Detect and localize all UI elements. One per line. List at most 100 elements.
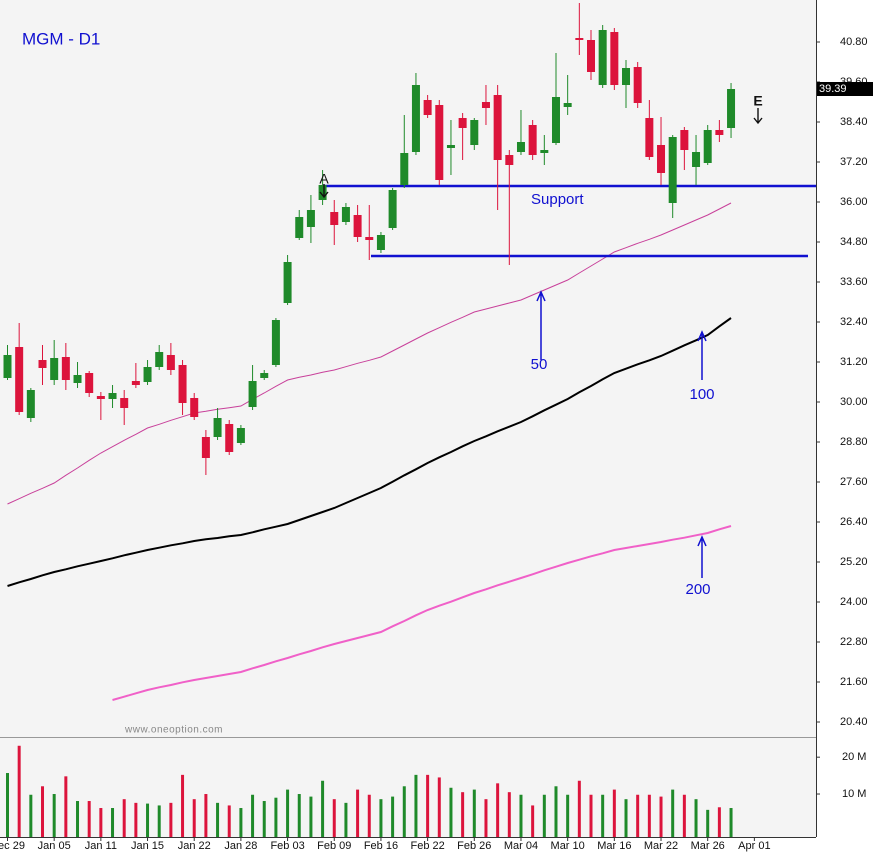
volume-bar [122,799,126,837]
candle-body [143,367,152,382]
y-tick-label: 38.40 [840,116,868,128]
volume-bar [624,799,628,837]
volume-bar [682,794,686,837]
plot-background [0,0,816,837]
candle-body [213,418,222,437]
y-tick-label: 28.80 [840,436,868,448]
candle-body [540,150,549,153]
volume-bar [729,808,733,837]
x-tick-label: Feb 16 [364,840,398,852]
candle-body [400,153,409,185]
y-tick-label: 25.20 [840,556,868,568]
volume-bar [251,794,255,837]
volume-bar [111,808,115,837]
candle-body [516,142,525,152]
ma-label: 200 [685,581,710,598]
volume-bar [146,803,150,837]
candle-body [587,40,595,72]
x-tick-label: Feb 03 [270,840,304,852]
candle-body [703,130,712,163]
candle-body [435,105,444,180]
volume-bar [286,789,290,837]
volume-bar [134,802,138,837]
y-tick-label: 32.40 [840,316,868,328]
candle-body [166,355,175,370]
volume-bar [612,789,616,837]
x-tick-label: Mar 04 [504,840,538,852]
y-tick-label: 24.00 [840,596,868,608]
volume-bar [461,792,465,837]
candle-body [458,118,467,128]
candle-body [61,357,70,380]
volume-bar [379,799,383,837]
candle-body [528,125,537,155]
candle-body [645,118,654,157]
marker-label: E [753,93,762,109]
x-tick-label: Apr 01 [738,840,770,852]
volume-bar [262,801,266,837]
candle-body [155,352,164,367]
volume-bar [531,805,535,837]
candle-body [423,100,432,115]
candle-body [353,215,362,237]
volume-bar [227,805,231,837]
candle-body [201,437,210,458]
volume-bar [589,794,593,837]
volume-bar [274,797,278,837]
candle-body [598,30,607,85]
volume-bar [356,789,360,837]
y-tick-label: 37.20 [840,156,868,168]
candle-body [551,97,560,143]
candle-body [85,373,94,393]
candle-body [248,381,257,407]
candle-body [96,396,105,399]
volume-bar [157,805,161,837]
candle-body [3,355,12,378]
candle-body [563,103,572,107]
candle-body [271,320,280,365]
ma-arrow [697,330,707,380]
volume-bar [297,794,301,837]
candle-body [295,217,304,238]
candle-body [38,360,47,368]
volume-bar [216,802,220,837]
volume-bar [566,794,570,837]
volume-bar [332,799,336,837]
price-panel [3,3,816,701]
candle-body [108,393,117,399]
x-tick-label: Jan 22 [178,840,211,852]
volume-bar [6,773,9,837]
volume-bar [192,799,196,837]
candle-body [318,185,327,200]
support-label: Support [531,191,584,208]
volume-bar [181,774,185,837]
last-price-label: 39.39 [819,83,847,95]
volume-bar [321,780,325,837]
volume-bar [367,794,371,837]
x-tick-label: Feb 22 [410,840,444,852]
volume-panel [6,745,733,837]
moving-average [112,525,732,701]
volume-bar [437,777,441,837]
volume-bar [449,787,453,837]
candle-body [446,145,455,148]
x-tick-label: Jan 05 [38,840,71,852]
candle-body [505,155,514,165]
volume-bar [601,794,605,837]
volume-bar [577,780,581,837]
candle-body [376,235,385,250]
candle-body [120,398,129,408]
volume-bar [29,794,33,837]
volume-bar [519,794,523,837]
ma-label: 50 [531,356,548,373]
moving-average [7,202,732,505]
candle-body [330,212,339,225]
candle-body [225,424,234,452]
volume-bar [636,794,640,837]
x-tick-label: Feb 26 [457,840,491,852]
candle-body [610,32,619,85]
volume-bar [309,796,313,837]
candle-body [131,381,140,385]
y-tick-label: 30.00 [840,396,868,408]
